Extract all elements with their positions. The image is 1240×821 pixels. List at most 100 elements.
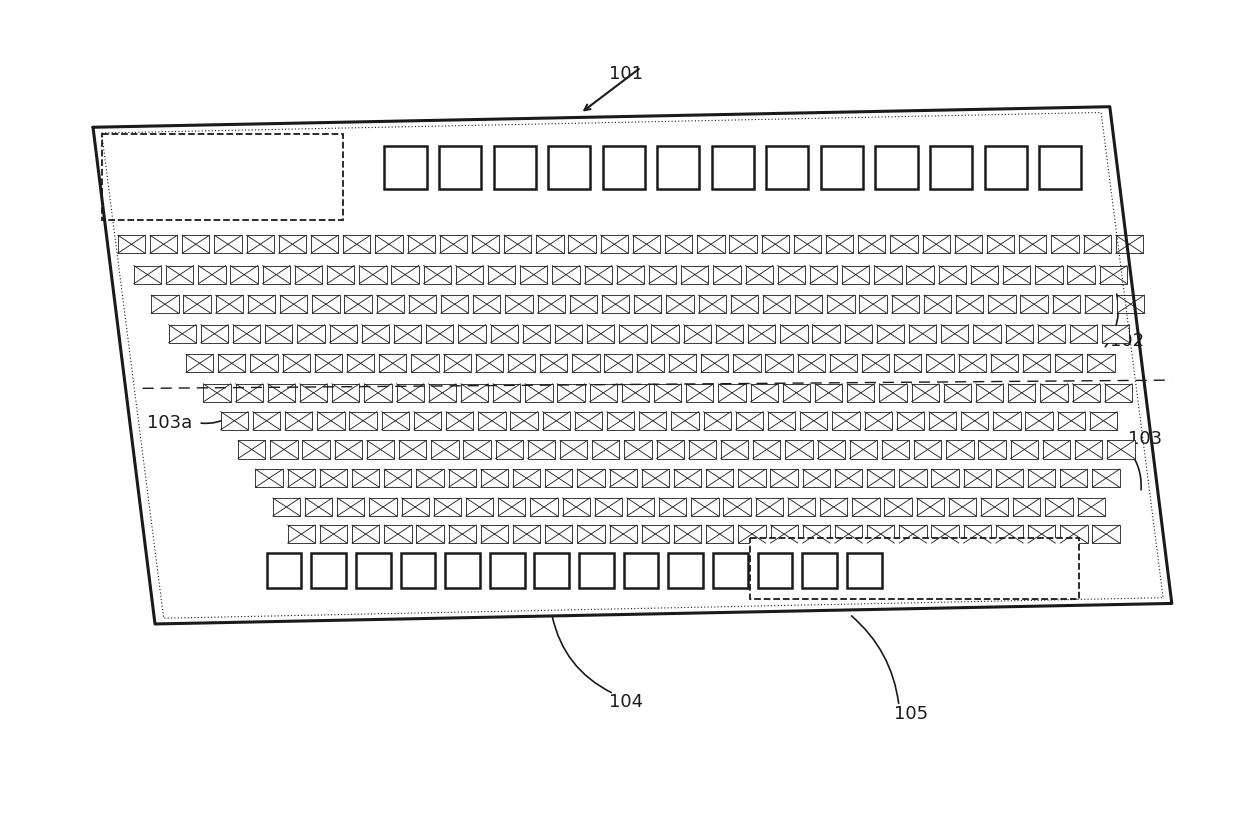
Bar [1090, 411, 1117, 430]
Bar [976, 383, 1003, 401]
Bar [166, 266, 193, 284]
Bar [584, 266, 611, 284]
Bar [931, 469, 959, 487]
Bar [151, 296, 179, 314]
Bar [1060, 469, 1087, 487]
Bar [377, 296, 404, 314]
Bar [1100, 266, 1127, 284]
Bar [884, 498, 911, 516]
Bar [750, 383, 777, 401]
Bar [327, 266, 355, 284]
Bar [777, 266, 805, 284]
Bar [832, 411, 859, 430]
Bar [250, 355, 278, 373]
Bar [573, 355, 600, 373]
Bar [408, 235, 435, 253]
Bar [1008, 383, 1035, 401]
Bar [449, 525, 476, 543]
Text: 102: 102 [1110, 332, 1145, 350]
Bar [1073, 383, 1100, 401]
Text: 101: 101 [609, 65, 644, 83]
Bar [546, 525, 573, 543]
Bar [867, 525, 894, 543]
Bar [472, 235, 500, 253]
Bar [320, 469, 347, 487]
Bar [961, 411, 988, 430]
Bar [221, 411, 248, 430]
Bar [703, 411, 730, 430]
Bar [1107, 440, 1135, 458]
Bar [1102, 324, 1130, 343]
Bar [263, 266, 290, 284]
Bar [660, 498, 687, 516]
Bar [523, 324, 551, 343]
Bar [267, 553, 301, 588]
Bar [531, 498, 558, 516]
Bar [745, 266, 773, 284]
Bar [474, 296, 501, 314]
Bar [1078, 498, 1105, 516]
Bar [608, 411, 635, 430]
Bar [996, 469, 1023, 487]
Bar [1025, 411, 1053, 430]
Bar [1092, 525, 1120, 543]
Bar [911, 383, 939, 401]
Bar [782, 383, 810, 401]
Bar [862, 355, 889, 373]
Bar [991, 355, 1018, 373]
Bar [1013, 498, 1040, 516]
Bar [718, 383, 745, 401]
Bar [817, 440, 844, 458]
Bar [847, 553, 882, 588]
Bar [666, 296, 693, 314]
Bar [926, 355, 954, 373]
Bar [750, 538, 1079, 599]
Bar [642, 525, 670, 543]
Bar [548, 146, 590, 189]
Bar [444, 355, 471, 373]
Bar [414, 411, 441, 430]
Bar [288, 469, 315, 487]
Bar [332, 383, 360, 401]
Bar [365, 383, 392, 401]
Bar [835, 469, 862, 487]
Bar [434, 498, 461, 516]
Bar [864, 411, 892, 430]
Bar [939, 266, 966, 284]
Bar [930, 146, 972, 189]
Bar [657, 146, 699, 189]
Bar [593, 440, 620, 458]
Bar [844, 324, 872, 343]
Bar [1085, 296, 1112, 314]
Bar [352, 525, 379, 543]
Bar [440, 235, 467, 253]
Bar [394, 324, 422, 343]
Bar [384, 146, 427, 189]
Bar [929, 411, 956, 430]
Bar [305, 498, 332, 516]
Bar [513, 525, 541, 543]
Bar [914, 440, 941, 458]
Bar [1023, 355, 1050, 373]
Bar [923, 235, 950, 253]
Bar [899, 469, 926, 487]
Bar [311, 553, 346, 588]
Bar [649, 266, 676, 284]
Bar [879, 383, 906, 401]
Bar [427, 324, 454, 343]
Text: 103a: 103a [148, 414, 192, 432]
Bar [985, 146, 1027, 189]
Bar [697, 235, 724, 253]
Bar [827, 296, 854, 314]
Bar [636, 355, 663, 373]
Bar [619, 324, 646, 343]
Bar [479, 411, 506, 430]
Bar [558, 383, 585, 401]
Bar [683, 324, 711, 343]
Bar [1052, 235, 1079, 253]
Bar [298, 324, 325, 343]
Bar [490, 553, 525, 588]
Bar [441, 296, 469, 314]
Bar [978, 440, 1006, 458]
Bar [766, 146, 808, 189]
